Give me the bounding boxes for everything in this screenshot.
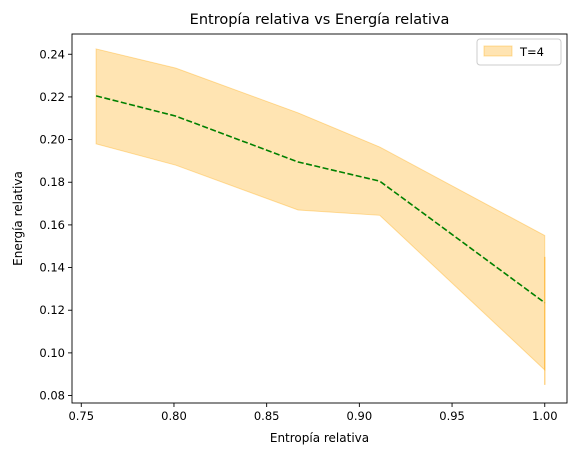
y-tick-label: 0.18	[39, 175, 65, 189]
x-axis-label: Entropía relativa	[270, 431, 369, 445]
x-tick-label: 0.80	[161, 409, 187, 423]
y-tick-label: 0.10	[39, 346, 65, 360]
y-tick-label: 0.12	[39, 303, 65, 317]
chart-title: Entropía relativa vs Energía relativa	[190, 12, 450, 28]
y-tick-label: 0.08	[39, 389, 65, 403]
legend-box	[476, 38, 562, 66]
x-tick-label: 0.95	[439, 409, 465, 423]
band-t4	[95, 48, 546, 372]
y-tick-label: 0.20	[39, 133, 65, 147]
mean-line	[95, 95, 546, 304]
legend: T=4	[476, 38, 562, 66]
y-tick-label: 0.16	[39, 218, 65, 232]
y-tick-label: 0.24	[39, 47, 65, 61]
x-axis: 0.75 0.80 0.85 0.90 0.95 1.00	[68, 403, 558, 423]
x-tick-label: 0.90	[347, 409, 373, 423]
y-tick-label: 0.14	[39, 261, 65, 275]
y-axis: 0.08 0.10 0.12 0.14 0.16 0.18 0.20 0.22 0.24	[39, 47, 72, 403]
legend-label: T=4	[519, 45, 544, 59]
y-tick-label: 0.22	[39, 90, 65, 104]
plot-area	[95, 48, 546, 385]
x-tick-label: 1.00	[532, 409, 558, 423]
legend-swatch	[483, 45, 513, 57]
x-tick-label: 0.85	[254, 409, 280, 423]
x-tick-label: 0.75	[68, 409, 94, 423]
y-axis-label: Energía relativa	[11, 171, 25, 266]
plot-frame	[71, 33, 568, 404]
